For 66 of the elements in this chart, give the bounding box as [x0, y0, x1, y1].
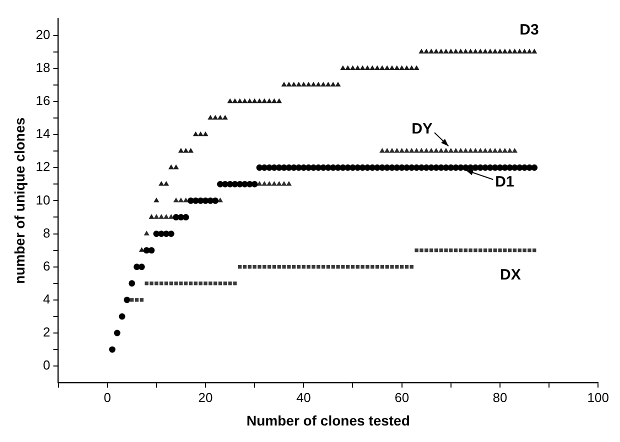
point	[389, 148, 395, 153]
point	[487, 148, 493, 153]
x-tick-label: 20	[198, 390, 213, 405]
y-tick-label: 0	[43, 358, 50, 373]
x-tick-label: 100	[587, 390, 610, 405]
point	[502, 148, 508, 153]
point	[468, 148, 474, 153]
point	[453, 148, 459, 153]
point	[408, 148, 414, 153]
point	[384, 148, 390, 153]
y-tick-label: 10	[36, 192, 50, 208]
y-tick-label: 2	[43, 324, 50, 340]
y-tick-label: 18	[36, 60, 50, 75]
point	[154, 214, 160, 219]
point	[512, 148, 518, 153]
point	[507, 148, 513, 153]
x-tick-label: 60	[394, 390, 410, 405]
point	[276, 180, 282, 186]
point	[414, 148, 420, 153]
point	[183, 198, 189, 202]
point	[163, 214, 170, 219]
point	[458, 148, 464, 153]
point	[173, 198, 179, 202]
point	[428, 148, 434, 153]
point	[379, 148, 385, 153]
point	[448, 148, 454, 153]
y-tick-label: 8	[43, 225, 50, 240]
point	[438, 148, 444, 153]
point	[399, 148, 405, 153]
point	[144, 230, 150, 236]
point	[443, 148, 449, 153]
point	[497, 148, 503, 153]
y-tick-label: 6	[43, 258, 50, 274]
point	[492, 148, 498, 153]
x-tick-label: 0	[104, 390, 111, 405]
x-tick-label: 40	[296, 390, 311, 405]
point	[472, 148, 478, 153]
point	[266, 180, 272, 186]
point	[168, 214, 174, 219]
point	[424, 148, 430, 153]
point	[433, 148, 439, 153]
point	[394, 148, 400, 153]
point	[404, 148, 410, 153]
point	[462, 148, 468, 153]
y-tick-label: 4	[43, 291, 50, 306]
series-label: DX	[500, 266, 521, 284]
point	[271, 180, 277, 186]
y-tick-label: 20	[36, 26, 50, 42]
y-axis-title: number of unique clones	[11, 117, 28, 284]
y-tick-label: 14	[36, 126, 50, 142]
point	[286, 180, 292, 186]
point	[478, 148, 484, 153]
x-tick-label: 80	[492, 390, 508, 405]
point	[418, 148, 424, 153]
point	[262, 180, 268, 186]
series-label: DY	[412, 120, 432, 138]
point	[158, 214, 164, 219]
legend-label: D1	[495, 174, 514, 191]
series-label: D3	[520, 22, 539, 39]
y-tick-label: 16	[36, 93, 50, 108]
point	[482, 148, 488, 153]
point	[178, 198, 184, 202]
y-tick-label: 12	[36, 159, 50, 174]
point	[256, 180, 262, 186]
x-axis-title: Number of clones tested	[246, 412, 410, 428]
point	[281, 180, 287, 186]
